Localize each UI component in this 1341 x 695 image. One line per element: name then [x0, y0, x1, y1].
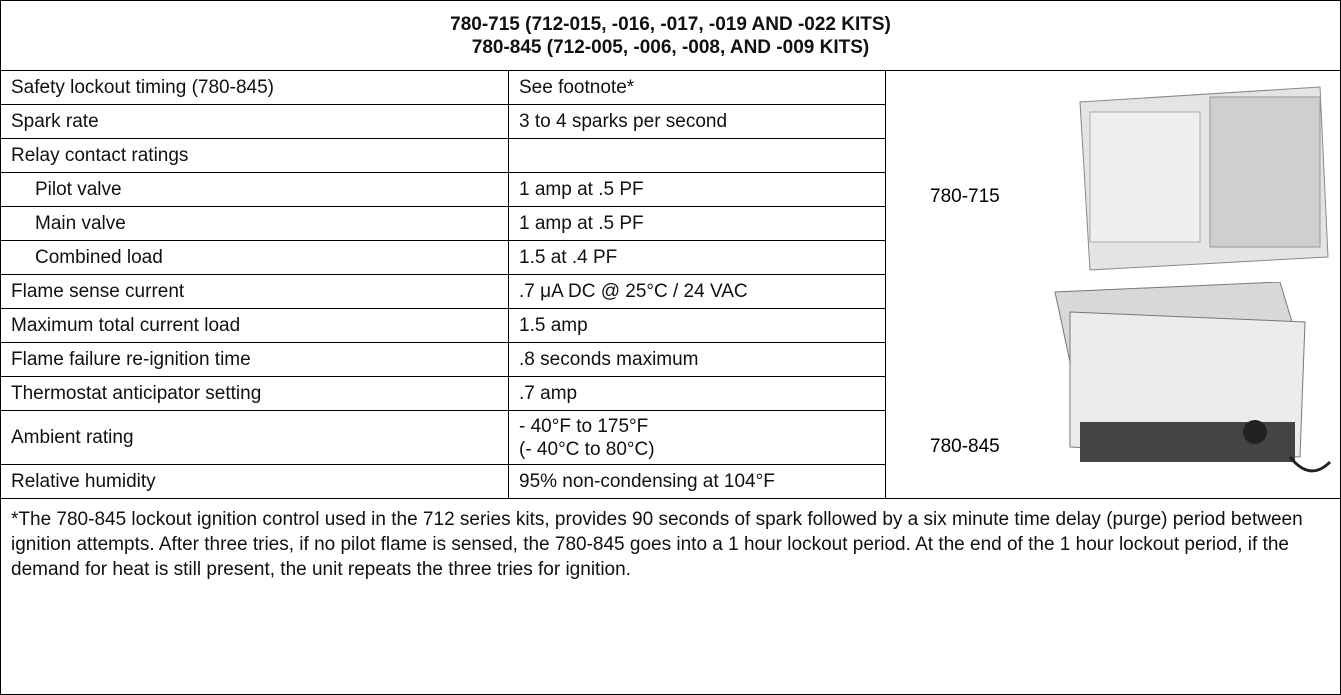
text: .7 amp: [519, 382, 577, 405]
row-value: 3 to 4 sparks per second: [508, 104, 886, 139]
row-label: Combined load: [0, 240, 509, 275]
row-value: .7 amp: [508, 376, 886, 411]
row-value: 1.5 amp: [508, 308, 886, 343]
footnote: *The 780-845 lockout ignition control us…: [0, 498, 1341, 695]
text: *The 780-845 lockout ignition control us…: [11, 507, 1330, 582]
text: Main valve: [35, 212, 126, 235]
text: 780-715 (712-015, -016, -017, -019 AND -…: [450, 13, 891, 36]
text: - 40°F to 175°F: [519, 415, 648, 438]
text: 780-845 (712-005, -006, -008, AND -009 K…: [472, 36, 869, 59]
row-label: Maximum total current load: [0, 308, 509, 343]
row-value: 1.5 at .4 PF: [508, 240, 886, 275]
row-value: 1 amp at .5 PF: [508, 172, 886, 207]
row-label: Ambient rating: [0, 410, 509, 465]
text: Spark rate: [11, 110, 99, 133]
text: Pilot valve: [35, 178, 122, 201]
model-label: 780-845: [930, 436, 1000, 458]
text: 1.5 amp: [519, 314, 588, 337]
row-label: Pilot valve: [0, 172, 509, 207]
text: .8 seconds maximum: [519, 348, 699, 371]
text: 1.5 at .4 PF: [519, 246, 617, 269]
text: .7 μA DC @ 25°C / 24 VAC: [519, 280, 748, 303]
row-value: .8 seconds maximum: [508, 342, 886, 377]
row-value: 1 amp at .5 PF: [508, 206, 886, 241]
text: Relay contact ratings: [11, 144, 188, 167]
text: 95% non-condensing at 104°F: [519, 470, 775, 493]
text: Safety lockout timing (780-845): [11, 76, 274, 99]
row-label: Main valve: [0, 206, 509, 241]
text: See footnote*: [519, 76, 634, 99]
table-header: 780-715 (712-015, -016, -017, -019 AND -…: [0, 0, 1341, 71]
text: Flame sense current: [11, 280, 184, 303]
row-value: - 40°F to 175°F(- 40°C to 80°C): [508, 410, 886, 465]
row-value: [508, 138, 886, 173]
row-label: Flame failure re-ignition time: [0, 342, 509, 377]
row-label: Relay contact ratings: [0, 138, 509, 173]
text: 3 to 4 sparks per second: [519, 110, 727, 133]
text: Flame failure re-ignition time: [11, 348, 251, 371]
row-label: Relative humidity: [0, 464, 509, 499]
row-value: .7 μA DC @ 25°C / 24 VAC: [508, 274, 886, 309]
row-label: Flame sense current: [0, 274, 509, 309]
text: Thermostat anticipator setting: [11, 382, 261, 405]
row-label: Thermostat anticipator setting: [0, 376, 509, 411]
row-value: 95% non-condensing at 104°F: [508, 464, 886, 499]
page: 780-715 (712-015, -016, -017, -019 AND -…: [0, 0, 1341, 695]
text: Combined load: [35, 246, 163, 269]
row-label: Spark rate: [0, 104, 509, 139]
text: 1 amp at .5 PF: [519, 178, 644, 201]
device-photo-780-715: [1070, 82, 1332, 272]
row-value: See footnote*: [508, 70, 886, 105]
text: Ambient rating: [11, 426, 134, 449]
text: (- 40°C to 80°C): [519, 438, 655, 461]
row-label: Safety lockout timing (780-845): [0, 70, 509, 105]
model-label: 780-715: [930, 186, 1000, 208]
text: Maximum total current load: [11, 314, 240, 337]
text: 1 amp at .5 PF: [519, 212, 644, 235]
text: Relative humidity: [11, 470, 156, 493]
device-photo-780-845: [1040, 282, 1335, 492]
